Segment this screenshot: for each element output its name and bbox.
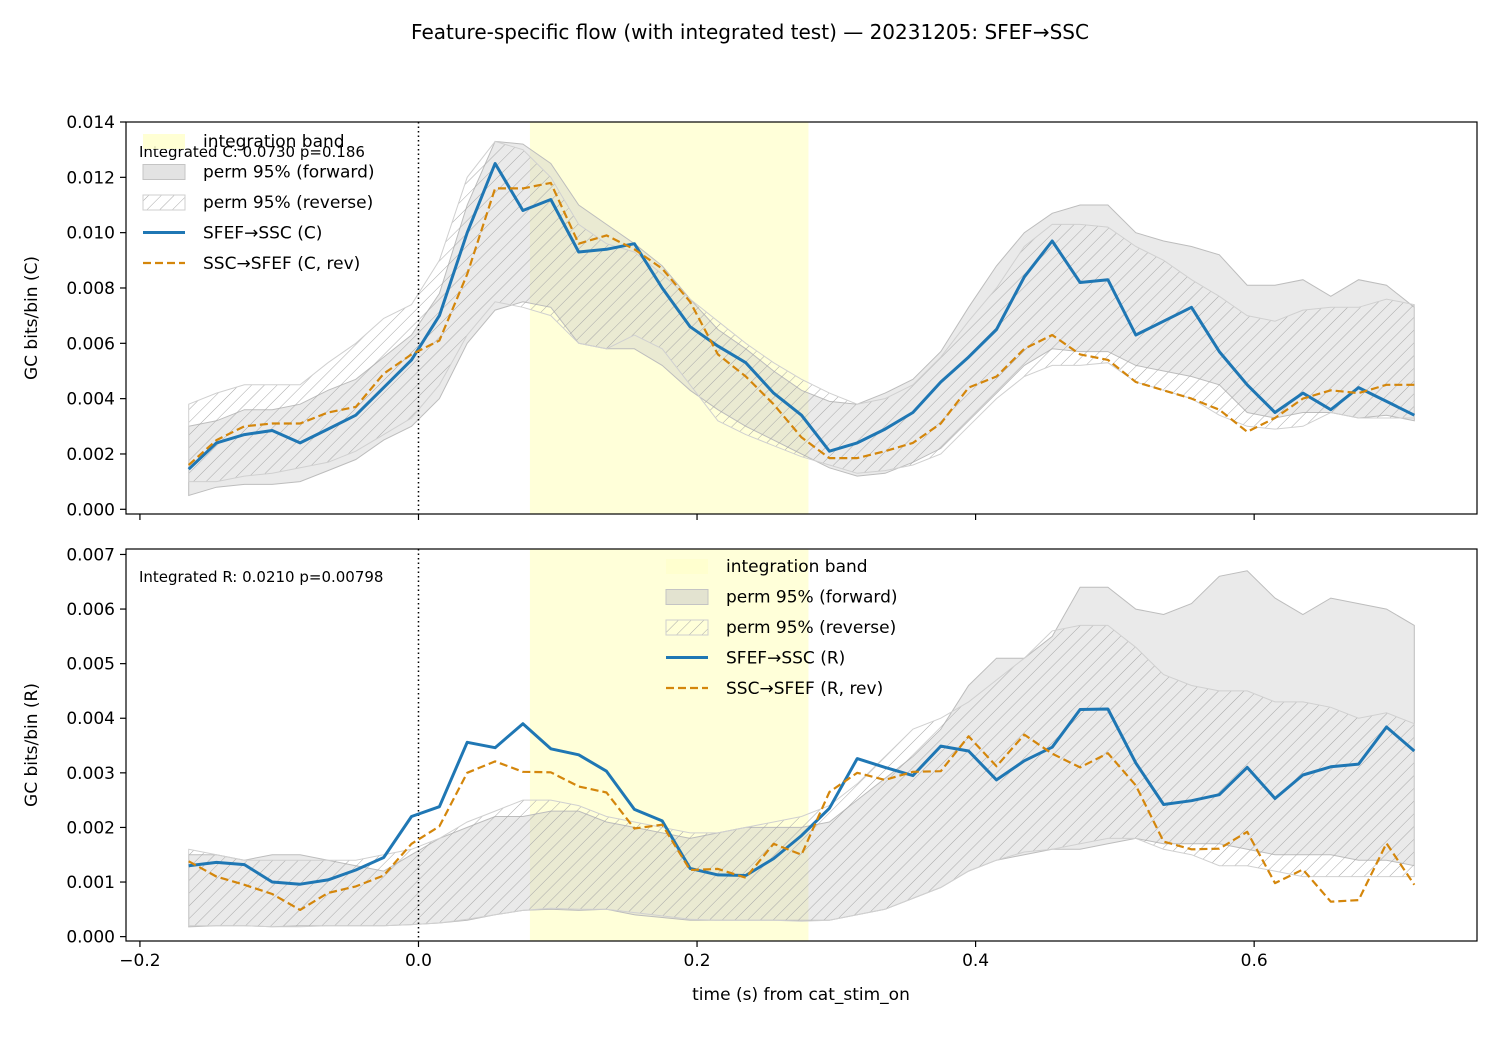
y-tick-label: 0.014 [66,113,115,133]
y-tick-label: 0.003 [66,764,115,784]
legend-label: perm 95% (reverse) [203,193,373,213]
legend-label: SFEF→SSC (C) [203,224,322,244]
legend-label: SSC→SFEF (C, rev) [203,254,360,274]
y-tick-label: 0.006 [66,334,115,354]
y-tick-label: 0.010 [66,224,115,244]
y-tick-label: 0.008 [66,279,115,299]
legend-label: perm 95% (forward) [203,163,375,183]
x-tick-label: 0.4 [962,951,989,971]
legend-label: SSC→SFEF (R, rev) [726,679,883,699]
x-tick-label: 0.2 [684,951,711,971]
legend-label: perm 95% (forward) [726,588,898,608]
panel-r: 0.000 0.001 0.002 0.003 0.004 0.005 0.006 0.007… [22,545,1478,971]
x-tick-label: −0.2 [119,951,160,971]
y-tick-label: 0.012 [66,168,115,188]
legend-label: integration band [726,557,868,577]
perm-95-reverse-band [188,140,1415,483]
legend-swatch [666,559,708,574]
series-forward-line [188,707,1416,886]
legend-swatch [665,619,709,636]
y-tick-label: 0.005 [66,655,115,675]
figure-title: Feature-specific flow (with integrated t… [411,20,1089,44]
y-tick-label: 0.007 [66,545,115,565]
legend-swatch [142,164,186,180]
panel-c: 0.000 0.002 0.004 0.006 0.008 0.010 0.012 0.014… [22,113,1478,520]
y-tick-label: 0.002 [66,445,115,465]
y-tick-label: 0.000 [66,928,115,948]
y-tick-label: 0.004 [66,390,115,410]
legend-swatch [143,134,185,149]
legend-label: integration band [203,132,345,152]
y-tick-label: 0.006 [66,600,115,620]
legend-label: perm 95% (reverse) [726,618,896,638]
y-tick-label: 0.002 [66,818,115,838]
legend-label: SFEF→SSC (R) [726,649,845,669]
legend: integration band perm 95% (forward) perm 9… [142,132,375,274]
y-axis-label: GC bits/bin (C) [22,256,42,380]
integrated-annotation: Integrated R: 0.0210 p=0.00798 [139,568,383,586]
series-reverse-line [187,181,1415,466]
integrated-annotation: Integrated C: 0.0730 p=0.186 [139,143,365,161]
y-axis-label: GC bits/bin (R) [22,683,42,807]
series-forward-line [187,162,1415,471]
legend-swatch [665,589,709,605]
legend-swatch [142,194,186,211]
perm-95-reverse-band [188,624,1415,928]
plot-frame [125,548,1478,942]
plot-frame [125,121,1478,515]
x-tick-label: 0.0 [405,951,432,971]
y-tick-label: 0.004 [66,709,115,729]
x-axis-label: time (s) from cat_stim_on [692,985,910,1005]
y-tick-label: 0.001 [66,873,115,893]
x-tick-label: 0.6 [1241,951,1268,971]
y-tick-label: 0.000 [66,500,115,520]
legend: integration band perm 95% (forward) perm 9… [665,557,898,699]
